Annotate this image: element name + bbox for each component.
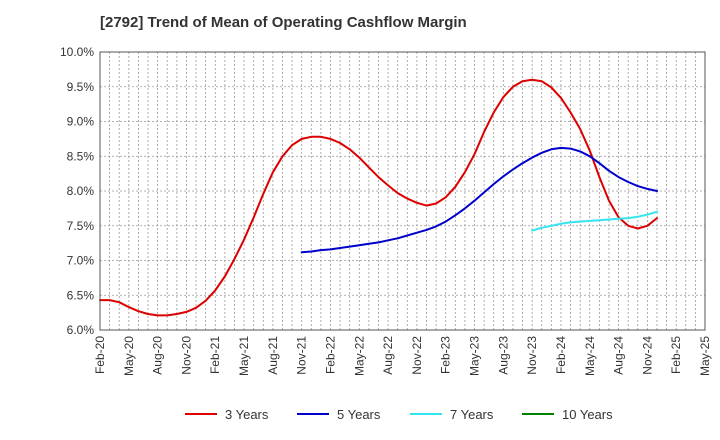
x-tick-label: Feb-21 bbox=[208, 336, 222, 374]
x-tick-label: Feb-25 bbox=[669, 336, 683, 374]
series-layer bbox=[99, 78, 658, 317]
x-tick-label: Feb-20 bbox=[93, 336, 107, 374]
x-tick-label: Feb-22 bbox=[323, 336, 337, 374]
x-tick-label: Aug-21 bbox=[266, 336, 280, 375]
x-tick-label: Feb-24 bbox=[554, 336, 568, 374]
y-axis-ticks: 6.0% 6.5% 7.0% 7.5% 8.0% 8.5% 9.0% 9.5% 10.0% bbox=[60, 45, 94, 337]
y-tick-label: 8.0% bbox=[67, 184, 95, 198]
y-tick-label: 10.0% bbox=[60, 45, 94, 59]
x-tick-label: May-21 bbox=[237, 336, 251, 376]
legend: 3 Years 5 Years 7 Years 10 Years bbox=[185, 407, 613, 422]
x-axis-ticks: Feb-20 May-20 Aug-20 Nov-20 Feb-21 May-21 Aug-… bbox=[93, 336, 712, 376]
x-tick-label: Feb-23 bbox=[439, 336, 453, 374]
x-tick-label: May-22 bbox=[352, 336, 366, 376]
legend-label: 5 Years bbox=[337, 407, 381, 422]
legend-label: 7 Years bbox=[450, 407, 494, 422]
x-tick-label: Aug-20 bbox=[151, 336, 165, 375]
y-tick-label: 8.5% bbox=[67, 149, 95, 163]
x-tick-label: Nov-22 bbox=[410, 336, 424, 375]
legend-label: 3 Years bbox=[225, 407, 269, 422]
x-tick-label: Aug-23 bbox=[496, 336, 510, 375]
x-tick-label: Nov-20 bbox=[179, 336, 193, 375]
x-tick-label: May-24 bbox=[583, 336, 597, 376]
y-tick-label: 6.0% bbox=[67, 323, 95, 337]
legend-label: 10 Years bbox=[562, 407, 613, 422]
chart-title: [2792] Trend of Mean of Operating Cashfl… bbox=[100, 14, 467, 31]
y-tick-label: 9.0% bbox=[67, 115, 95, 129]
y-tick-label: 6.5% bbox=[67, 288, 95, 302]
x-tick-label: Nov-23 bbox=[525, 336, 539, 375]
x-tick-label: Nov-21 bbox=[295, 336, 309, 375]
plot-frame bbox=[99, 51, 706, 331]
x-tick-label: May-20 bbox=[122, 336, 136, 376]
y-tick-label: 7.5% bbox=[67, 219, 95, 233]
series-line-5-years bbox=[300, 146, 658, 254]
series-line-3-years bbox=[99, 78, 658, 317]
x-tick-label: Nov-24 bbox=[640, 336, 654, 375]
x-tick-label: May-23 bbox=[468, 336, 482, 376]
x-tick-label: Aug-22 bbox=[381, 336, 395, 375]
y-tick-label: 9.5% bbox=[67, 80, 95, 94]
x-tick-label: May-25 bbox=[698, 336, 712, 376]
x-tick-label: Aug-24 bbox=[612, 336, 626, 375]
y-tick-label: 7.0% bbox=[67, 254, 95, 268]
series-line-7-years bbox=[531, 210, 658, 232]
grid-lines bbox=[99, 51, 706, 331]
